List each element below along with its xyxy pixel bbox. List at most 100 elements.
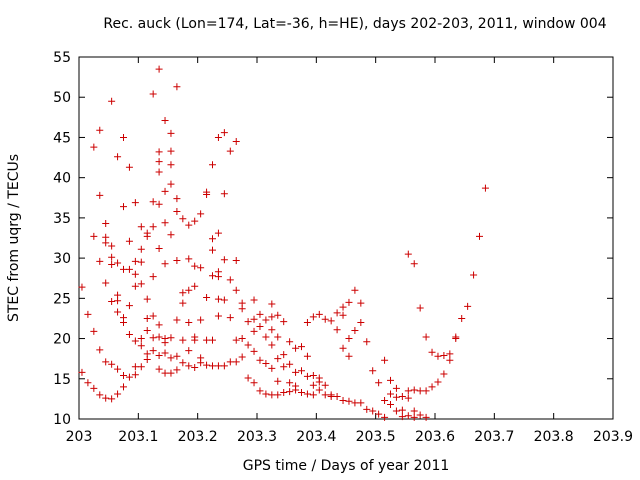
- data-point: [155, 168, 163, 176]
- data-point: [256, 356, 264, 364]
- data-point: [137, 223, 145, 231]
- data-point: [298, 388, 305, 396]
- data-point: [167, 129, 175, 137]
- data-point: [78, 283, 86, 291]
- data-point: [262, 359, 270, 367]
- data-point: [90, 143, 98, 151]
- data-point: [120, 318, 127, 326]
- data-point: [286, 338, 294, 346]
- data-point: [256, 310, 264, 318]
- data-point: [214, 312, 222, 320]
- data-point: [369, 407, 377, 415]
- data-point: [280, 388, 288, 396]
- data-point: [131, 363, 139, 371]
- data-point: [143, 295, 151, 303]
- data-point: [226, 358, 234, 366]
- data-point: [102, 394, 110, 402]
- data-point: [179, 336, 187, 344]
- data-point: [185, 318, 193, 326]
- data-point: [303, 372, 311, 380]
- data-point: [209, 161, 216, 169]
- data-point: [309, 372, 317, 380]
- data-point: [375, 379, 383, 387]
- data-point: [155, 158, 163, 166]
- data-point: [173, 207, 181, 215]
- data-point: [102, 239, 110, 247]
- data-point: [286, 388, 294, 396]
- data-point: [315, 378, 323, 386]
- data-point: [185, 362, 193, 370]
- y-tick-label: 10: [53, 412, 71, 428]
- data-point: [309, 313, 317, 321]
- data-point: [114, 153, 122, 161]
- data-point: [90, 384, 98, 392]
- x-axis: 203 203.1 203.2 203.3 203.4 203.5 203.6 203.7 20…: [66, 57, 633, 445]
- data-point: [167, 354, 175, 362]
- data-point: [108, 253, 116, 261]
- data-point: [179, 215, 187, 223]
- data-point: [452, 333, 460, 341]
- data-point: [280, 351, 288, 359]
- data-point: [167, 334, 175, 342]
- data-point: [131, 337, 139, 345]
- data-point: [381, 413, 389, 421]
- data-point: [274, 391, 282, 399]
- data-point: [137, 342, 145, 350]
- data-point: [292, 386, 300, 394]
- data-point: [96, 126, 104, 134]
- y-tick-label: 20: [53, 332, 71, 348]
- data-point: [345, 352, 353, 360]
- data-point: [149, 334, 157, 342]
- data-point: [155, 365, 163, 373]
- data-point: [392, 393, 400, 401]
- data-point: [262, 333, 270, 341]
- data-point: [387, 401, 394, 409]
- data-point: [143, 355, 151, 363]
- data-point: [209, 235, 216, 243]
- data-point: [102, 279, 110, 287]
- data-point: [345, 298, 353, 306]
- data-point: [90, 327, 98, 335]
- data-point: [274, 355, 282, 363]
- x-tick-label: 203.5: [356, 429, 396, 445]
- data-point: [286, 379, 294, 387]
- y-tick-label: 55: [53, 50, 71, 66]
- x-axis-label: GPS time / Days of year 2011: [243, 458, 450, 474]
- data-point: [298, 367, 305, 375]
- data-point: [173, 83, 181, 91]
- data-point: [155, 65, 163, 73]
- data-point: [327, 392, 335, 400]
- data-point: [214, 362, 222, 370]
- data-point: [131, 257, 139, 265]
- data-point: [422, 333, 430, 341]
- x-tick-label: 203.3: [237, 429, 277, 445]
- data-point: [250, 379, 258, 387]
- data-point: [137, 335, 145, 343]
- data-point: [333, 392, 341, 400]
- data-point: [108, 360, 116, 368]
- data-point: [345, 335, 353, 343]
- data-point: [422, 413, 430, 421]
- data-point: [428, 348, 436, 356]
- data-point: [256, 322, 264, 330]
- data-point: [274, 377, 282, 385]
- data-point: [268, 341, 276, 349]
- data-point: [351, 327, 359, 335]
- data-point: [220, 296, 228, 304]
- data-point: [96, 191, 104, 199]
- data-point: [309, 381, 317, 389]
- data-point: [232, 286, 240, 294]
- data-point: [274, 311, 282, 319]
- data-point: [434, 378, 442, 386]
- data-point: [167, 180, 175, 188]
- data-point: [191, 282, 199, 290]
- data-point: [416, 304, 424, 312]
- data-point: [428, 383, 436, 391]
- data-point: [250, 296, 258, 304]
- data-point: [125, 331, 133, 339]
- data-point: [197, 359, 205, 367]
- data-point: [149, 273, 157, 281]
- data-point: [102, 358, 110, 366]
- data-point: [220, 129, 228, 137]
- data-point: [137, 245, 145, 253]
